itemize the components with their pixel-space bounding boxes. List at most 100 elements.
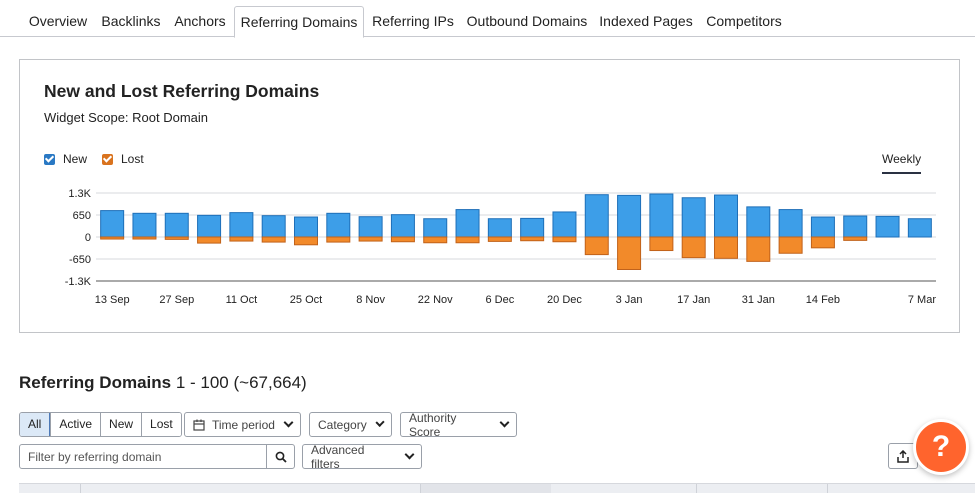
export-icon bbox=[897, 449, 909, 463]
authority-score-dropdown[interactable]: Authority Score bbox=[400, 410, 517, 439]
table-column-sorted[interactable] bbox=[420, 484, 551, 493]
bar-lost bbox=[326, 236, 351, 243]
help-button[interactable]: ? bbox=[913, 419, 969, 475]
x-tick-label: 14 Feb bbox=[806, 294, 840, 306]
x-tick-label: 25 Oct bbox=[290, 294, 322, 306]
legend-lost-label: Lost bbox=[121, 152, 144, 166]
bar-new bbox=[617, 194, 642, 238]
tab-referring-domains[interactable]: Referring Domains bbox=[234, 6, 364, 38]
bar-new bbox=[907, 218, 932, 238]
bar-new bbox=[681, 197, 706, 238]
filter-lost[interactable]: Lost bbox=[141, 413, 181, 436]
chevron-down-icon bbox=[375, 417, 385, 428]
section-count: 1 - 100 (~67,664) bbox=[175, 373, 307, 392]
widget-title: New and Lost Referring Domains bbox=[44, 81, 320, 101]
referring-domain-search-input[interactable] bbox=[20, 445, 266, 468]
time-period-dropdown[interactable]: Time period bbox=[184, 412, 301, 437]
bar-new bbox=[294, 216, 318, 238]
bar-new bbox=[358, 216, 383, 238]
bar-lost bbox=[778, 236, 803, 254]
period-weekly-toggle[interactable]: Weekly bbox=[882, 152, 922, 174]
tab-outbound-domains[interactable]: Outbound Domains bbox=[466, 13, 588, 29]
question-mark-icon: ? bbox=[931, 430, 951, 463]
bar-new bbox=[714, 194, 738, 238]
widget-scope: Widget Scope: Root Domain bbox=[44, 110, 209, 125]
tab-referring-ips[interactable]: Referring IPs bbox=[372, 13, 454, 29]
bar-lost bbox=[294, 236, 318, 246]
bar-new bbox=[778, 209, 803, 238]
bar-new bbox=[261, 215, 286, 238]
x-tick-label: 11 Oct bbox=[226, 294, 258, 306]
bar-lost bbox=[617, 236, 642, 270]
bar-new bbox=[229, 212, 254, 238]
bar-new bbox=[326, 212, 351, 238]
bar-lost bbox=[164, 236, 189, 240]
bar-lost bbox=[681, 236, 706, 259]
bar-lost bbox=[584, 236, 609, 256]
bar-new bbox=[649, 193, 674, 238]
bar-new bbox=[390, 214, 415, 238]
advanced-filters-label: Advanced filters bbox=[311, 442, 365, 471]
authority-score-label: Authority Score bbox=[409, 410, 457, 439]
bar-new bbox=[455, 209, 480, 238]
x-tick-label: 22 Nov bbox=[418, 294, 453, 306]
legend-lost[interactable]: Lost bbox=[102, 152, 144, 166]
x-tick-label: 17 Jan bbox=[677, 294, 710, 306]
bar-lost bbox=[746, 236, 771, 262]
x-tick-label: 20 Dec bbox=[547, 294, 582, 306]
bar-lost bbox=[649, 236, 674, 252]
tab-anchors[interactable]: Anchors bbox=[174, 13, 226, 29]
chevron-down-icon bbox=[404, 449, 415, 460]
filter-new[interactable]: New bbox=[100, 413, 142, 436]
new-lost-referring-domains-widget: New and Lost Referring Domains Widget Sc… bbox=[19, 59, 960, 333]
x-tick-label: 27 Sep bbox=[159, 294, 194, 306]
category-dropdown[interactable]: Category bbox=[309, 412, 392, 437]
tab-competitors[interactable]: Competitors bbox=[706, 13, 782, 29]
tab-backlinks[interactable]: Backlinks bbox=[101, 13, 161, 29]
bar-lost bbox=[714, 236, 738, 259]
bar-new bbox=[810, 216, 835, 238]
y-tick-label: 0 bbox=[85, 232, 91, 244]
bar-lost bbox=[197, 236, 222, 244]
advanced-filters-dropdown[interactable]: Advanced filters bbox=[302, 442, 422, 471]
bar-new bbox=[100, 210, 125, 238]
y-tick-label: -1.3K bbox=[65, 276, 92, 288]
referring-domain-filter bbox=[19, 444, 295, 469]
bar-new bbox=[584, 194, 609, 238]
bar-lost bbox=[100, 236, 125, 240]
section-title-text: Referring Domains bbox=[19, 373, 172, 392]
search-button[interactable] bbox=[266, 445, 294, 468]
bar-new bbox=[520, 217, 545, 238]
chevron-down-icon bbox=[283, 417, 294, 428]
bar-new bbox=[132, 212, 157, 238]
bar-lost bbox=[390, 236, 415, 243]
tab-indexed-pages[interactable]: Indexed Pages bbox=[599, 13, 693, 29]
legend-new-label: New bbox=[63, 152, 88, 166]
filter-active[interactable]: Active bbox=[50, 413, 101, 436]
bar-lost bbox=[552, 236, 577, 243]
chevron-down-icon bbox=[499, 417, 510, 428]
table-header bbox=[19, 483, 975, 493]
bar-lost bbox=[229, 236, 254, 242]
bar-lost bbox=[843, 236, 868, 241]
category-label: Category bbox=[318, 417, 367, 432]
bar-new bbox=[552, 211, 577, 238]
x-tick-label: 31 Jan bbox=[742, 294, 775, 306]
y-tick-label: 1.3K bbox=[68, 188, 91, 200]
x-tick-label: 8 Nov bbox=[356, 294, 385, 306]
tab-overview[interactable]: Overview bbox=[28, 13, 88, 29]
checkbox-checked-icon[interactable] bbox=[102, 153, 113, 165]
x-tick-label: 13 Sep bbox=[95, 294, 130, 306]
bar-new bbox=[423, 218, 448, 238]
bar-lost bbox=[132, 236, 157, 240]
x-tick-label: 6 Dec bbox=[485, 294, 514, 306]
calendar-icon bbox=[193, 419, 205, 431]
section-title: Referring Domains 1 - 100 (~67,664) bbox=[19, 373, 307, 393]
table-column-divider bbox=[80, 484, 81, 493]
x-tick-label: 3 Jan bbox=[616, 294, 643, 306]
filter-all[interactable]: All bbox=[20, 413, 51, 436]
legend-new[interactable]: New bbox=[44, 152, 87, 166]
bar-new bbox=[197, 214, 222, 238]
checkbox-checked-icon[interactable] bbox=[44, 153, 55, 165]
bar-new bbox=[843, 215, 868, 238]
